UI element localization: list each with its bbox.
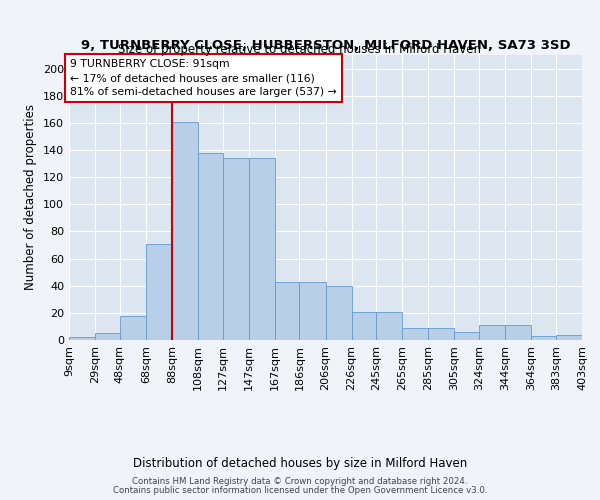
Bar [198, 152, 223, 340]
Bar [223, 158, 248, 340]
Bar [505, 325, 531, 340]
Bar [120, 316, 146, 340]
Bar [69, 338, 95, 340]
Text: Contains HM Land Registry data © Crown copyright and database right 2024.: Contains HM Land Registry data © Crown c… [132, 477, 468, 486]
Bar [454, 332, 479, 340]
Bar [299, 282, 325, 340]
Bar [428, 328, 454, 340]
Text: 9 TURNBERRY CLOSE: 91sqm
← 17% of detached houses are smaller (116)
81% of semi-: 9 TURNBERRY CLOSE: 91sqm ← 17% of detach… [70, 59, 337, 97]
Bar [275, 282, 299, 340]
Bar [325, 286, 352, 340]
Bar [248, 158, 275, 340]
Bar [172, 122, 198, 340]
Bar [531, 336, 556, 340]
Text: Distribution of detached houses by size in Milford Haven: Distribution of detached houses by size … [133, 458, 467, 470]
Title: 9, TURNBERRY CLOSE, HUBBERSTON, MILFORD HAVEN, SA73 3SD: 9, TURNBERRY CLOSE, HUBBERSTON, MILFORD … [80, 40, 571, 52]
Y-axis label: Number of detached properties: Number of detached properties [25, 104, 37, 290]
Bar [146, 244, 172, 340]
Bar [376, 312, 403, 340]
Bar [403, 328, 428, 340]
Bar [556, 334, 582, 340]
Text: Size of property relative to detached houses in Milford Haven: Size of property relative to detached ho… [119, 42, 482, 56]
Bar [95, 333, 120, 340]
Bar [479, 325, 505, 340]
Text: Contains public sector information licensed under the Open Government Licence v3: Contains public sector information licen… [113, 486, 487, 495]
Bar [352, 312, 376, 340]
